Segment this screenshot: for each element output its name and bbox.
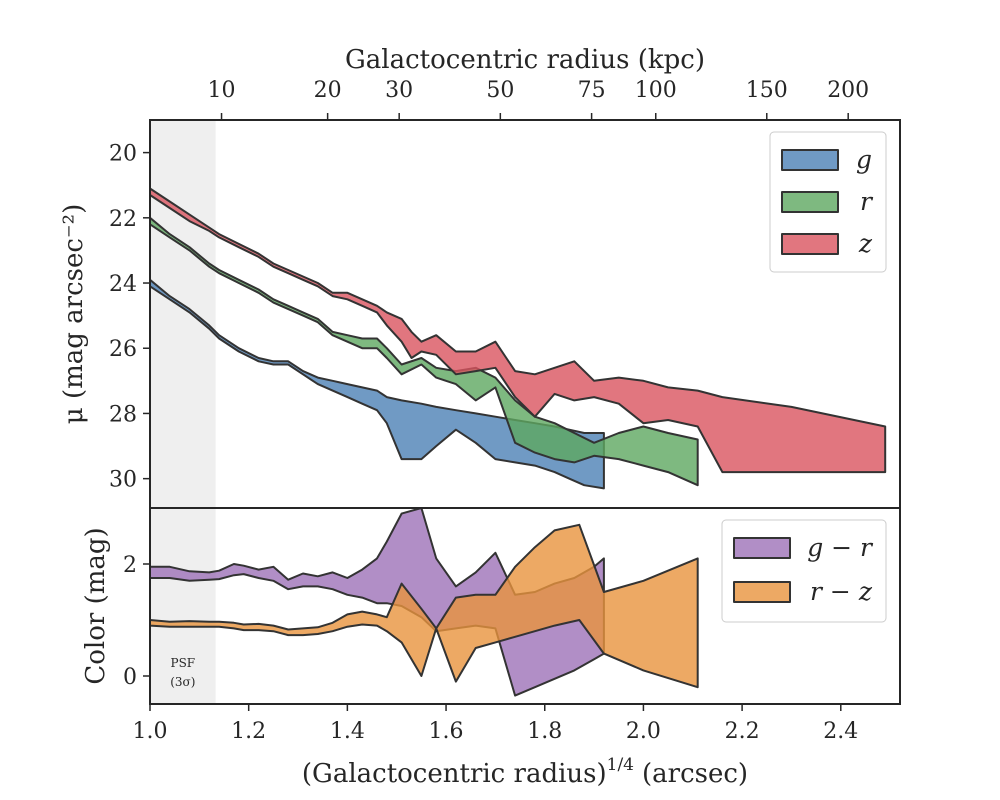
y-tick-label-color-1: 2 (123, 553, 137, 578)
x-axis-label: (Galactocentric radius)1/4 (arcsec) (302, 755, 748, 789)
legend-bottom: g − r r − z (721, 519, 887, 623)
band-surface-brightness-1 (150, 216, 699, 487)
psf-region-bottom (150, 508, 216, 704)
legend-swatch-color-0 (733, 537, 791, 559)
y-axis-label-bottom: Color (mag) (81, 527, 111, 684)
y-tick-label-surface-brightness-1: 22 (109, 207, 137, 232)
top-tick-label-3: 50 (486, 78, 514, 103)
y-tick-label-surface-brightness-5: 30 (109, 468, 137, 493)
legend-swatch-surface-brightness-0 (781, 149, 839, 171)
x-tick-label-2: 1.4 (330, 719, 365, 744)
x-tick-label-7: 2.4 (823, 719, 858, 744)
x-tick-label-3: 1.6 (429, 719, 464, 744)
band-surface-brightness-2 (150, 187, 887, 474)
legend-swatch-surface-brightness-1 (781, 191, 839, 213)
x-tick-label-0: 1.0 (133, 719, 168, 744)
x-axis-label-sup: 1/4 (607, 755, 634, 775)
top-tick-label-1: 20 (314, 78, 342, 103)
y-tick-label-surface-brightness-2: 24 (109, 272, 137, 297)
band-surface-brightness-0 (150, 278, 605, 490)
psf-label-line1: PSF (171, 656, 196, 670)
psf-label-line2: (3σ) (170, 675, 195, 689)
legend-top: grz (769, 131, 887, 273)
band-color-0 (150, 508, 605, 697)
psf-region-top (150, 120, 216, 508)
x-tick-label-1: 1.2 (231, 719, 266, 744)
color-bands (150, 508, 699, 697)
x-tick-label-5: 2.0 (626, 719, 661, 744)
surface-brightness-bands (150, 187, 887, 490)
legend-swatch-color-1 (733, 581, 791, 603)
top-tick-label-7: 200 (827, 78, 869, 103)
legend-swatch-surface-brightness-2 (781, 233, 839, 255)
y-tick-label-surface-brightness-0: 20 (109, 142, 137, 167)
legend-label-color-0: g − r (807, 533, 874, 562)
legend-label-surface-brightness-1: r (860, 187, 874, 216)
x-axis-label-main: (Galactocentric radius) (302, 759, 607, 789)
top-axis-label: Galactocentric radius (kpc) (345, 45, 705, 75)
legend-label-surface-brightness-2: z (858, 229, 873, 258)
top-tick-label-4: 75 (578, 78, 606, 103)
y-tick-label-surface-brightness-4: 28 (109, 402, 137, 427)
legend-label-color-1: r − z (810, 577, 873, 606)
bottom-panel-frame (149, 507, 901, 705)
top-tick-label-2: 30 (385, 78, 413, 103)
x-tick-label-4: 1.8 (527, 719, 562, 744)
x-axis-label-unit: (arcsec) (642, 759, 748, 789)
y-tick-label-color-0: 0 (123, 665, 137, 690)
axis-ticks: 20 22 24 26 28 30 0 2 1.0 1.2 1.4 1.6 1.8 2.0 2.2 2.4 10… (109, 78, 869, 744)
y-axis-label-top: μ (mag arcsec⁻²) (59, 204, 89, 424)
legend-label-surface-brightness-0: g (856, 145, 872, 174)
top-tick-label-6: 150 (746, 78, 788, 103)
y-tick-label-surface-brightness-3: 26 (109, 337, 137, 362)
top-tick-label-0: 10 (208, 78, 236, 103)
x-tick-label-6: 2.2 (725, 719, 760, 744)
top-tick-label-5: 100 (635, 78, 677, 103)
band-color-1 (150, 523, 699, 689)
